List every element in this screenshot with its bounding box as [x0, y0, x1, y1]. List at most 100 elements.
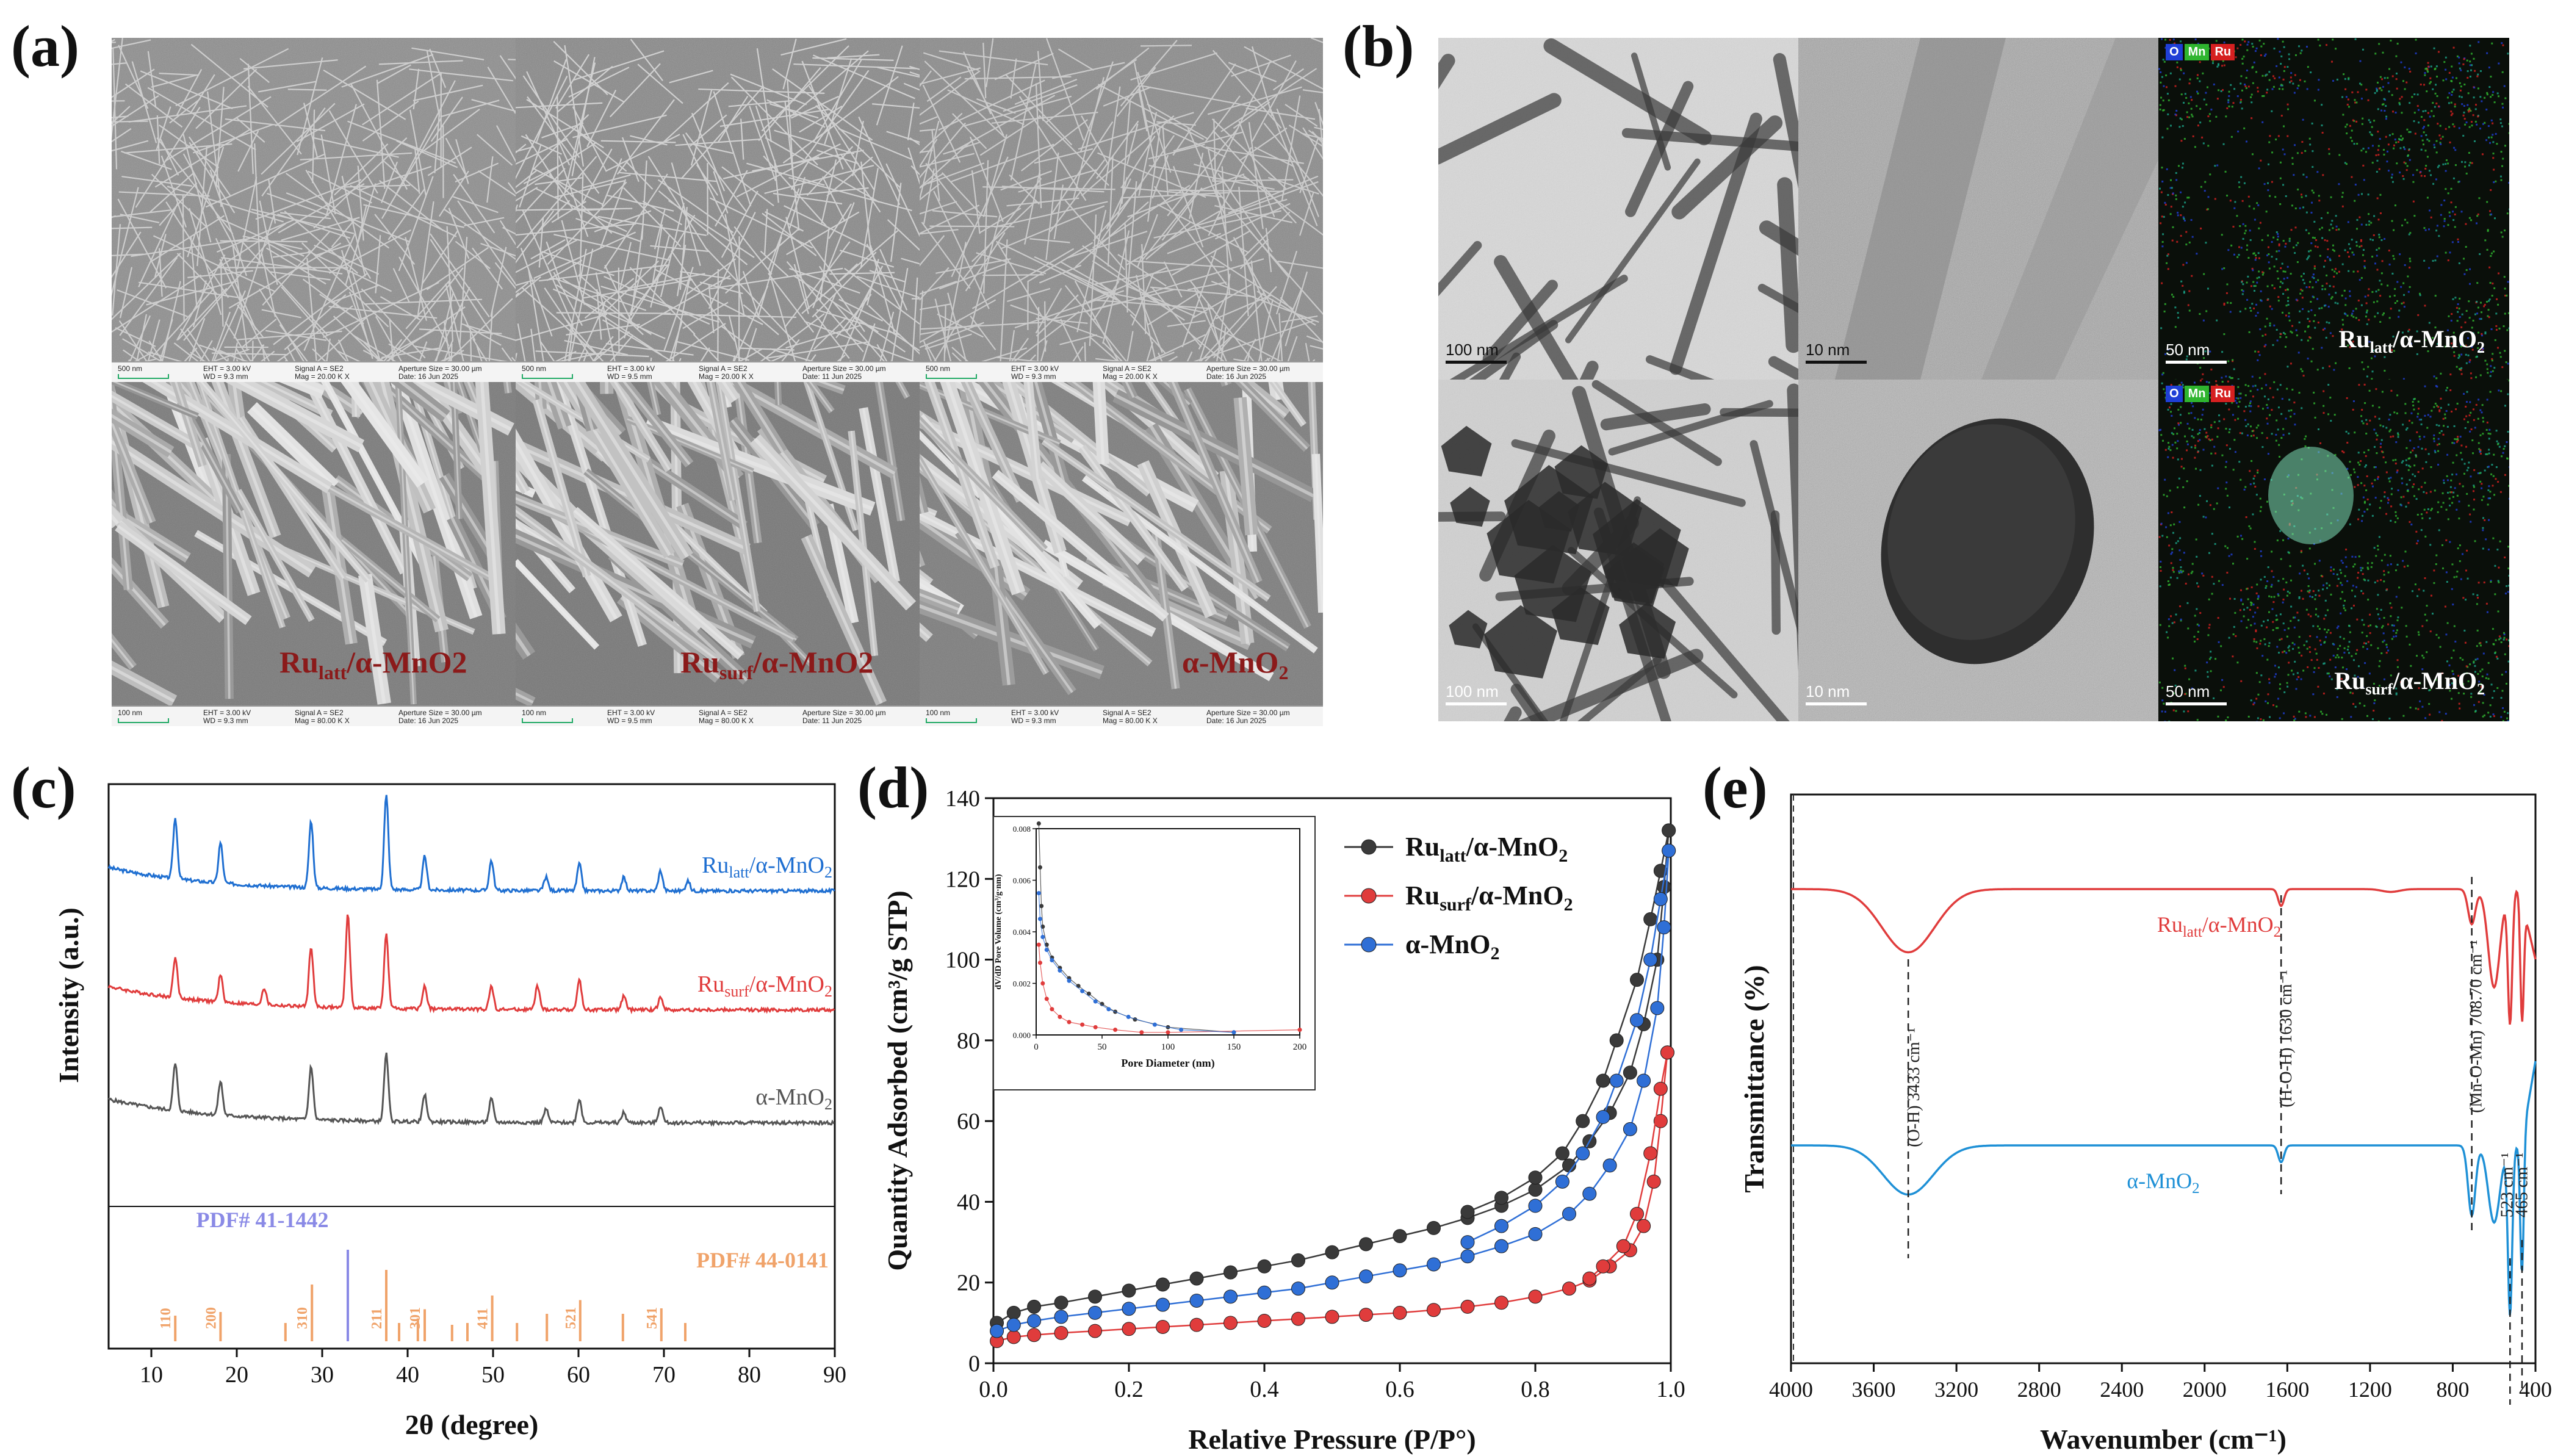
- eds-pixel: [2282, 311, 2284, 314]
- eds-pixel: [2409, 159, 2411, 161]
- eds-pixel: [2246, 69, 2248, 71]
- eds-pixel: [2401, 461, 2403, 464]
- nanowire: [680, 270, 731, 280]
- eds-pixel: [2507, 362, 2509, 365]
- eds-pixel: [2492, 153, 2495, 155]
- eds-pixel: [2160, 81, 2162, 84]
- eds-pixel: [2489, 375, 2492, 377]
- eds-pixel: [2326, 283, 2328, 285]
- eds-pixel: [2216, 436, 2219, 438]
- eds-pixel: [2272, 85, 2275, 88]
- eds-pixel: [2401, 139, 2403, 141]
- eds-pixel: [2487, 315, 2489, 317]
- eds-pixel: [2246, 587, 2249, 589]
- eds-pixel: [2263, 43, 2265, 45]
- eds-pixel: [2433, 47, 2435, 49]
- eds-pixel: [2173, 427, 2175, 430]
- eds-pixel: [2191, 428, 2194, 431]
- eds-pixel: [2253, 61, 2255, 63]
- eds-pixel: [2501, 165, 2504, 167]
- eds-pixel: [2469, 663, 2471, 666]
- eds-pixel: [2367, 147, 2369, 150]
- eds-pixel: [2294, 74, 2296, 76]
- ref-pdf-41-1442: PDF# 41-1442: [196, 1208, 329, 1232]
- eds-pixel: [2378, 247, 2380, 250]
- eds-pixel: [2427, 350, 2429, 353]
- eds-pixel: [2506, 585, 2508, 587]
- eds-pixel: [2441, 544, 2443, 546]
- eds-pixel: [2371, 485, 2374, 488]
- nanowire: [566, 323, 640, 336]
- eds-pixel: [2452, 673, 2454, 676]
- eds-pixel: [2357, 676, 2359, 678]
- eds-pixel: [2484, 332, 2487, 334]
- eds-pixel: [2493, 494, 2496, 496]
- eds-pixel: [2287, 685, 2289, 688]
- eds-pixel: [2452, 604, 2454, 606]
- eds-pixel: [2228, 506, 2230, 509]
- eds-pixel: [2287, 289, 2289, 291]
- eds-pixel: [2333, 643, 2335, 646]
- eds-pixel: [2442, 502, 2445, 504]
- eds-pixel: [2446, 425, 2449, 428]
- eds-pixel: [2457, 238, 2459, 240]
- eds-pixel: [2383, 616, 2385, 619]
- nanowire: [272, 251, 311, 258]
- eds-pixel: [2258, 354, 2261, 356]
- eds-pixel: [2278, 244, 2280, 247]
- bet-point-2: [1122, 1302, 1136, 1316]
- nanowire: [763, 155, 827, 227]
- eds-pixel: [2316, 625, 2319, 627]
- eds-pixel: [2446, 479, 2449, 481]
- eds-pixel: [2380, 89, 2383, 92]
- eds-pixel: [2450, 114, 2452, 117]
- eds-pixel: [2393, 411, 2396, 414]
- eds-pixel: [2310, 659, 2313, 661]
- nanowire: [808, 239, 843, 287]
- eds-pixel: [2410, 412, 2413, 414]
- eds-pixel: [2313, 391, 2315, 394]
- eds-pixel: [2491, 358, 2493, 360]
- nanowire: [903, 82, 920, 91]
- bet-point-0: [1156, 1277, 1170, 1292]
- bet-point-2: [1054, 1310, 1068, 1324]
- hkl-label: 110: [158, 1308, 174, 1329]
- eds-pixel: [2373, 682, 2375, 685]
- eds-pixel: [2235, 635, 2237, 637]
- eds-pixel: [2473, 469, 2476, 471]
- eds-pixel: [2473, 486, 2475, 488]
- eds-pixel: [2257, 87, 2259, 89]
- eds-pixel: [2408, 419, 2410, 422]
- eds-pixel: [2500, 179, 2503, 181]
- eds-pixel: [2432, 88, 2434, 90]
- eds-pixel: [2457, 674, 2460, 677]
- nanorod-highlight: [387, 388, 495, 486]
- y-tick-label: 80: [957, 1028, 980, 1054]
- nanorod-highlight: [920, 604, 1103, 674]
- eds-pixel: [2254, 350, 2257, 353]
- eds-pixel: [2455, 408, 2457, 411]
- nanowire: [1100, 135, 1175, 241]
- eds-pixel: [2463, 105, 2465, 107]
- nanowire: [1078, 112, 1194, 150]
- eds-pixel: [2457, 303, 2459, 306]
- eds-pixel: [2188, 241, 2191, 243]
- eds-pixel: [2467, 421, 2469, 423]
- eds-pixel: [2302, 597, 2304, 600]
- eds-pixel: [2365, 151, 2367, 153]
- bet-point-1: [1156, 1319, 1170, 1334]
- eds-pixel: [2483, 714, 2485, 716]
- eds-pixel: [2197, 451, 2199, 453]
- eds-pixel: [2345, 566, 2348, 568]
- eds-pixel: [2308, 591, 2310, 594]
- eds-pixel: [2440, 406, 2442, 409]
- eds-pixel: [2453, 442, 2456, 444]
- eds-pixel: [2426, 156, 2429, 158]
- eds-pixel: [2259, 328, 2261, 331]
- eds-pixel: [2418, 488, 2420, 491]
- eds-pixel: [2188, 678, 2191, 680]
- nanowire: [154, 129, 250, 188]
- bet-point-1: [1494, 1296, 1508, 1310]
- eds-pixel: [2287, 366, 2289, 368]
- bet-chart: 0.0 0.2 0.4 0.6 0.8 1.0020406080100120140Rula…: [882, 786, 1685, 1455]
